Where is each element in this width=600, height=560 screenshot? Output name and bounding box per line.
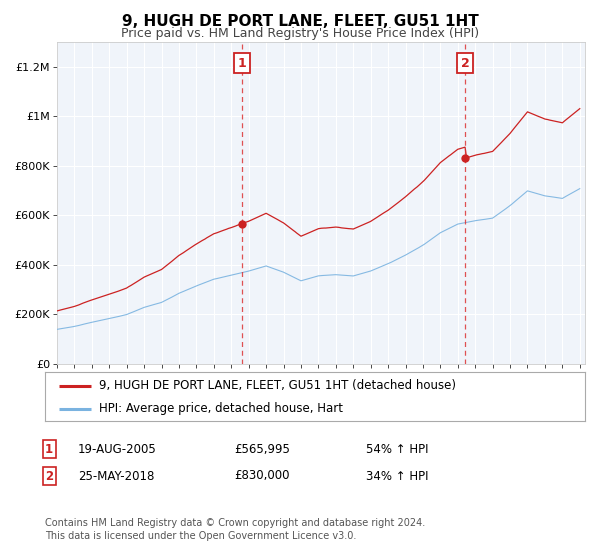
Text: 9, HUGH DE PORT LANE, FLEET, GU51 1HT: 9, HUGH DE PORT LANE, FLEET, GU51 1HT	[122, 14, 478, 29]
Text: 9, HUGH DE PORT LANE, FLEET, GU51 1HT (detached house): 9, HUGH DE PORT LANE, FLEET, GU51 1HT (d…	[99, 379, 456, 392]
Text: 2: 2	[461, 57, 469, 69]
Text: HPI: Average price, detached house, Hart: HPI: Average price, detached house, Hart	[99, 402, 343, 416]
Text: Contains HM Land Registry data © Crown copyright and database right 2024.
This d: Contains HM Land Registry data © Crown c…	[45, 518, 425, 541]
Text: £830,000: £830,000	[234, 469, 290, 483]
Text: 1: 1	[238, 57, 247, 69]
Text: 25-MAY-2018: 25-MAY-2018	[78, 469, 154, 483]
Text: 34% ↑ HPI: 34% ↑ HPI	[366, 469, 428, 483]
Text: 2: 2	[45, 469, 53, 483]
Text: £565,995: £565,995	[234, 442, 290, 456]
Text: 1: 1	[45, 442, 53, 456]
Text: 19-AUG-2005: 19-AUG-2005	[78, 442, 157, 456]
Text: 54% ↑ HPI: 54% ↑ HPI	[366, 442, 428, 456]
Text: Price paid vs. HM Land Registry's House Price Index (HPI): Price paid vs. HM Land Registry's House …	[121, 27, 479, 40]
